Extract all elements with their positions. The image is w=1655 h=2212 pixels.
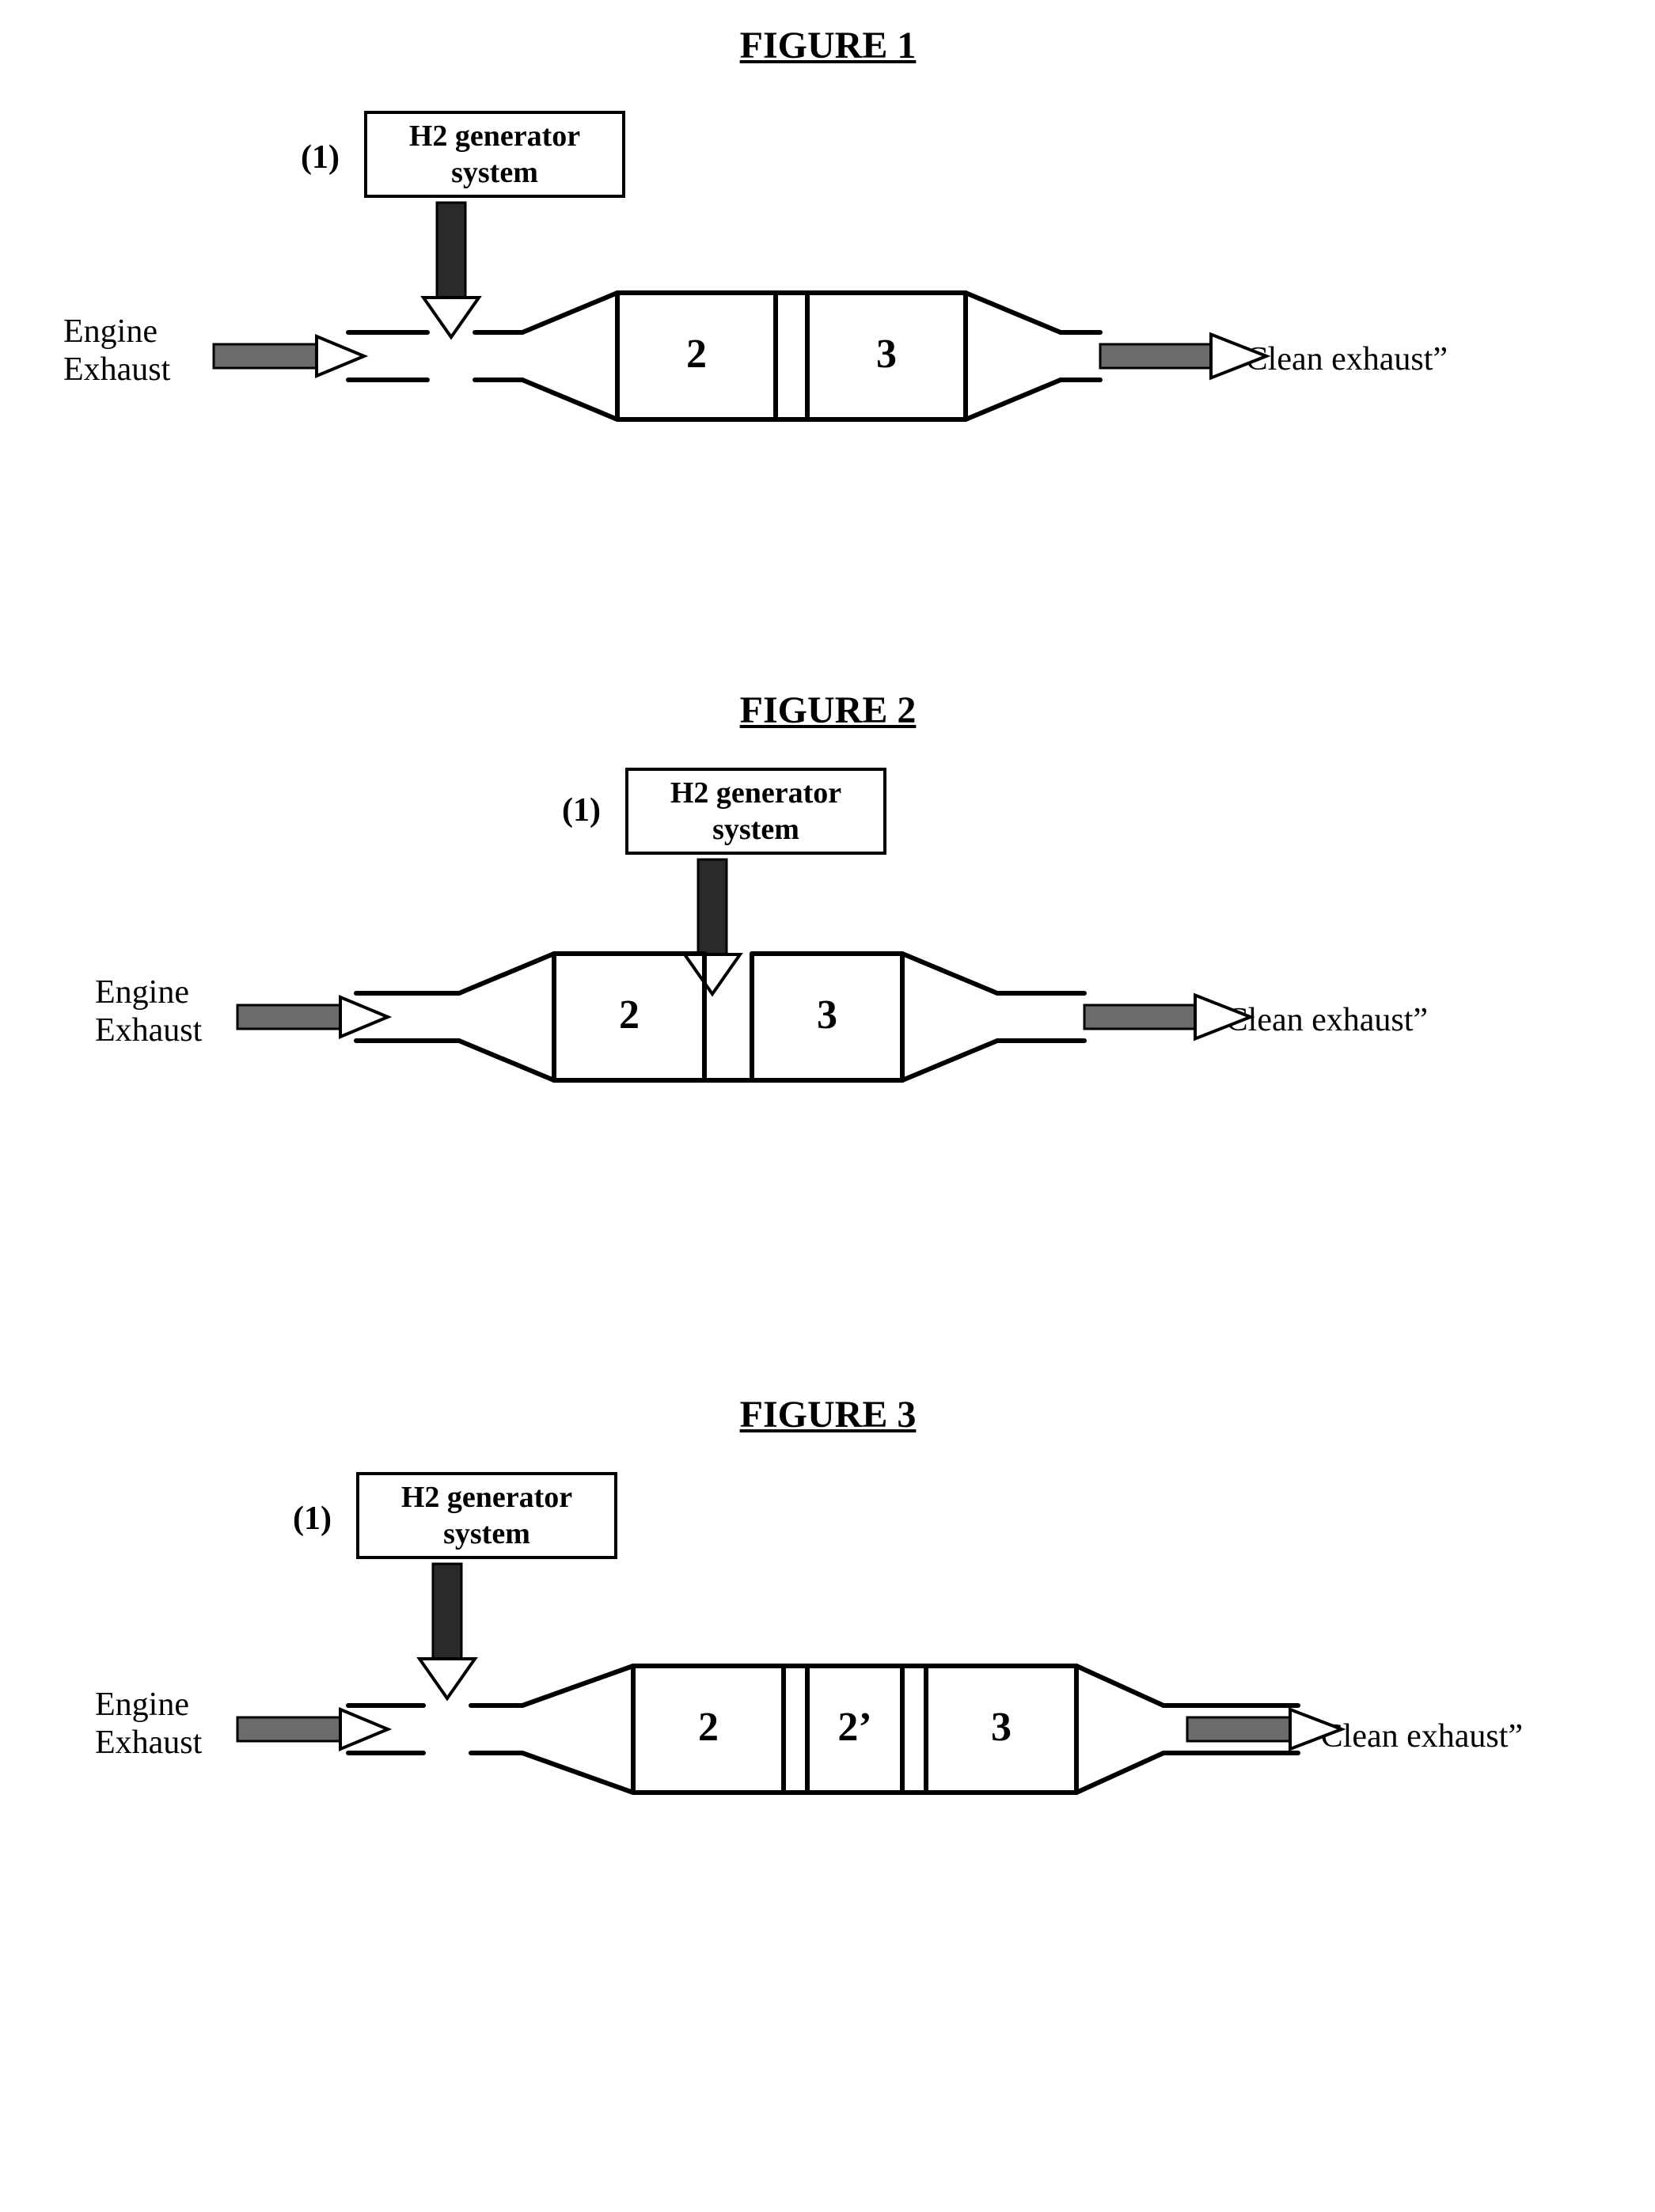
h2-generator-ref-number: (1) <box>293 1500 332 1538</box>
figure-title: FIGURE 3 <box>670 1393 986 1436</box>
catalyst-segment-label: 2 <box>554 992 704 1038</box>
h2-generator-ref-number: (1) <box>562 791 601 829</box>
figure-title: FIGURE 2 <box>670 689 986 732</box>
clean-exhaust-label: “Clean exhaust” <box>1306 1717 1523 1755</box>
clean-exhaust-label: “Clean exhaust” <box>1211 1001 1428 1039</box>
engine-exhaust-label: Engine Exhaust <box>95 1686 202 1762</box>
catalyst-segment-label: 3 <box>807 331 966 378</box>
figure-title: FIGURE 1 <box>670 24 986 67</box>
catalyst-segment-label: 2 <box>633 1704 784 1751</box>
clean-exhaust-label: “Clean exhaust” <box>1231 340 1448 378</box>
catalyst-segment-label: 3 <box>926 1704 1076 1751</box>
catalyst-segment-label: 3 <box>752 992 902 1038</box>
catalyst-segment-label: 2 <box>617 331 776 378</box>
catalyst-segment-label: 2’ <box>807 1704 902 1751</box>
h2-generator-ref-number: (1) <box>301 138 340 176</box>
h2-generator-box: H2 generator system <box>625 768 886 855</box>
engine-exhaust-label: Engine Exhaust <box>63 313 170 389</box>
h2-generator-box: H2 generator system <box>364 111 625 198</box>
engine-exhaust-label: Engine Exhaust <box>95 973 202 1050</box>
h2-generator-box: H2 generator system <box>356 1472 617 1559</box>
page-stage: FIGURE 1 Engine Exhaust “Clean exhaust” (1)… <box>0 0 1655 2212</box>
